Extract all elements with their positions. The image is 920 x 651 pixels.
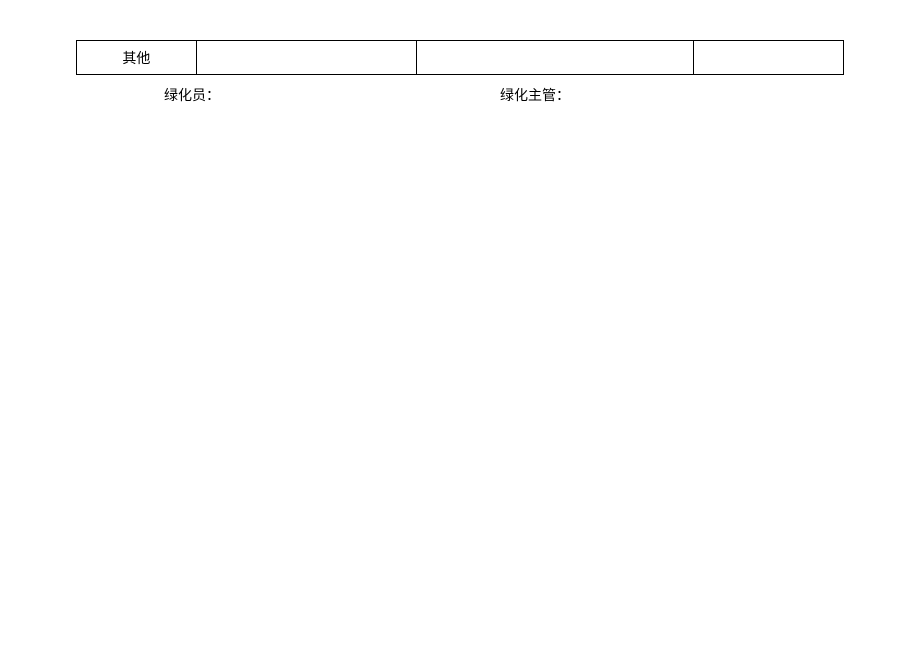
signature-right-label: 绿化主管： xyxy=(500,85,570,105)
row-label-cell: 其他 xyxy=(77,41,197,75)
form-table: 其他 xyxy=(76,40,844,75)
signature-row: 绿化员： 绿化主管： xyxy=(76,85,844,105)
table-row: 其他 xyxy=(77,41,844,75)
document-page: 其他 绿化员： 绿化主管： xyxy=(0,0,920,105)
empty-cell xyxy=(416,41,694,75)
empty-cell xyxy=(694,41,844,75)
empty-cell xyxy=(196,41,416,75)
signature-left-label: 绿化员： xyxy=(164,85,220,105)
